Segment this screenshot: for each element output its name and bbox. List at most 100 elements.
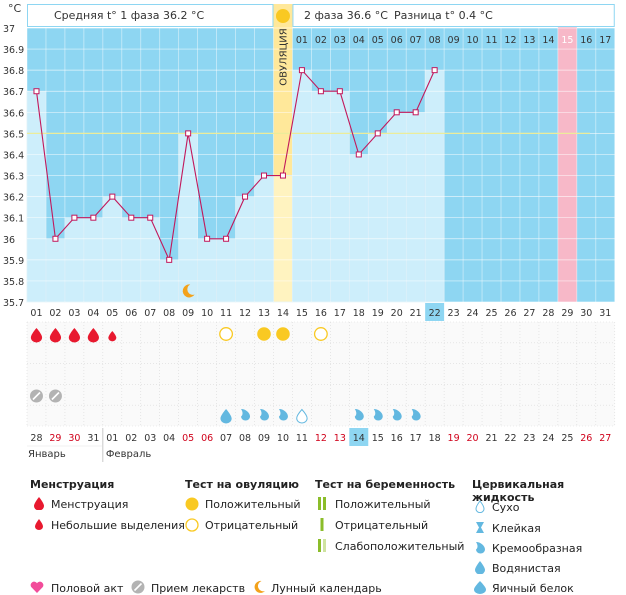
header-day-label: 07 (410, 35, 422, 46)
temperature-bar (45, 238, 66, 303)
phase1-box (27, 4, 274, 27)
moon-icon (254, 580, 265, 593)
temperature-bar (216, 238, 236, 303)
creamy-fluid-icon (411, 409, 421, 421)
menstruation-drop-icon (34, 497, 44, 510)
header-day-label: 06 (391, 35, 403, 46)
temperature-point (33, 88, 40, 95)
temperature-point (147, 214, 154, 221)
temperature-point (223, 235, 230, 242)
legend-menstruation-small: Небольшие выделения (51, 519, 185, 532)
legend-ovulation-positive: Положительный (205, 498, 301, 511)
header-day-label: 03 (334, 35, 346, 46)
legend-intercourse: Половой акт (51, 582, 124, 595)
current-day-highlight (425, 303, 445, 321)
cycle-day-label: 04 (87, 308, 99, 319)
menstruation-drop-icon (49, 328, 62, 343)
cycle-day-label: 13 (258, 308, 270, 319)
legend-fluid-sticky: Клейкая (492, 522, 541, 535)
y-tick-label: 36.3 (3, 172, 24, 183)
cycle-day-label: 31 (599, 308, 611, 319)
header-day-label: 09 (448, 35, 460, 46)
y-unit-label: °C (8, 2, 22, 15)
cycle-day-label: 30 (580, 308, 592, 319)
temperature-point (109, 193, 116, 200)
calendar-date-label: 28 (30, 433, 42, 444)
watery-drop-icon (475, 561, 485, 574)
legend-lunar: Лунный календарь (271, 582, 382, 595)
creamy-fluid-icon (373, 409, 383, 421)
legend-fluid-title: Цервикальная жидкость (472, 478, 565, 504)
calendar-date-label: 25 (561, 433, 573, 444)
negative-ovulation-test-icon (313, 327, 328, 341)
calendar-date-label: 27 (599, 433, 611, 444)
legend: Менструация Менструация Небольшие выделе… (0, 470, 626, 595)
temperature-bar (405, 112, 426, 303)
bbt-chart: °C 37 36.9 36.8 36.7 36.6 36.5 36.4 36.3 36.2 36.1… (3, 2, 616, 462)
header-day-label: 02 (315, 35, 327, 46)
temperature-point (242, 193, 249, 200)
calendar-date-label: 14 (353, 433, 365, 444)
y-tick-label: 36 (3, 235, 15, 246)
calendar-date-label: 11 (296, 433, 308, 444)
creamy-fluid-icon (392, 409, 402, 421)
ovulation-sun-icon (275, 9, 290, 23)
cycle-day-label: 26 (504, 308, 516, 319)
y-tick-label: 36.7 (3, 87, 24, 98)
temperature-point (393, 109, 400, 116)
calendar-date-label: 15 (372, 433, 384, 444)
cycle-day-label: 09 (182, 308, 194, 319)
y-tick-label: 35.8 (3, 277, 24, 288)
temperature-point (71, 214, 78, 221)
temperature-point (279, 172, 286, 179)
temperature-point (185, 130, 192, 137)
heart-icon (30, 581, 44, 593)
calendar-date-label: 04 (163, 433, 175, 444)
cycle-day-label: 16 (315, 308, 327, 319)
creamy-fluid-icon (241, 409, 251, 421)
legend-menstruation-title: Менструация (30, 478, 115, 491)
phase2-box (292, 4, 615, 27)
creamy-fluid-icon (354, 409, 364, 421)
header-day-label: 14 (542, 35, 554, 46)
header-day-label: 11 (485, 35, 497, 46)
legend-medication: Прием лекарств (151, 582, 246, 595)
cycle-day-label: 29 (561, 308, 573, 319)
negative-ovulation-test-icon (219, 327, 234, 341)
temperature-point (166, 256, 173, 263)
temperature-point (261, 172, 267, 179)
calendar-date-label: 30 (68, 433, 80, 444)
calendar-today-highlight (349, 428, 369, 446)
calendar-date-label: 13 (334, 433, 346, 444)
legend-fluid-watery: Водянистая (492, 562, 561, 575)
negative-circle-icon (185, 518, 199, 532)
calendar-date-label: 18 (429, 433, 441, 444)
legend-fluid-dry: Сухо (492, 501, 520, 514)
calendar-date-label: 01 (106, 433, 118, 444)
legend-pregnancy-title: Тест на беременность (315, 478, 456, 491)
ovulation-label: ОВУЛЯЦИЯ (278, 28, 289, 86)
calendar-date-label: 02 (125, 433, 137, 444)
legend-fluid-creamy: Кремообразная (492, 542, 583, 555)
temperature-point (204, 235, 211, 242)
header-day-label: 08 (429, 35, 441, 46)
y-tick-label: 36.1 (3, 214, 24, 225)
moon-icon (182, 284, 195, 298)
pregnancy-weak-icon (318, 539, 326, 552)
header-day-label: 04 (353, 35, 365, 46)
small-drop-icon (108, 331, 117, 342)
temperature-point (431, 67, 438, 74)
calendar-date-label: 12 (315, 433, 327, 444)
cycle-day-label: 10 (201, 308, 213, 319)
y-tick-label: 36.6 (3, 108, 24, 119)
cycle-day-label: 17 (334, 308, 346, 319)
temperature-point (374, 130, 381, 137)
y-tick-label: 36.5 (3, 129, 24, 140)
header-day-label: 12 (504, 35, 516, 46)
cycle-day-label: 20 (391, 308, 403, 319)
cycle-day-label: 07 (144, 308, 156, 319)
calendar-date-label: 22 (504, 433, 516, 444)
creamy-icon (476, 542, 485, 554)
calendar-date-label: 20 (467, 433, 479, 444)
legend-pregnancy-weak: Слабоположительный (335, 540, 465, 553)
